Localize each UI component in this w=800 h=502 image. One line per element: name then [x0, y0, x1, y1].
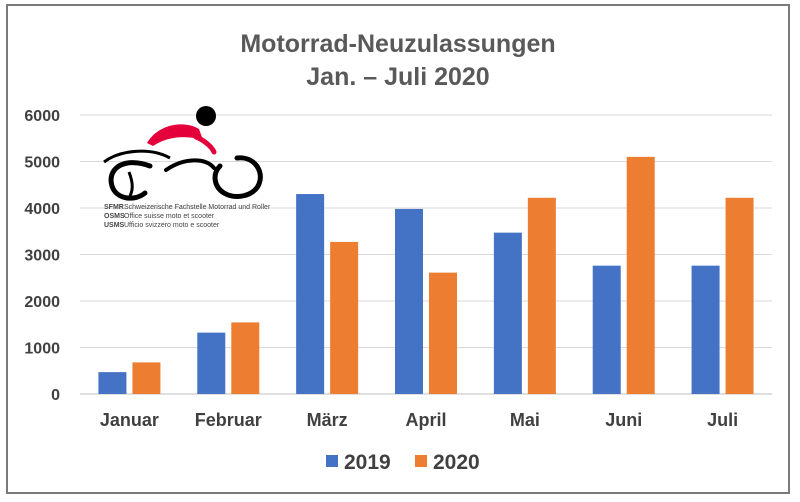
x-tick-label: April [405, 410, 446, 430]
legend-swatch-2020 [415, 455, 427, 467]
x-axis: Januar Februar März April Mai Juni Juli [100, 410, 738, 430]
bar-2019-Juni [592, 265, 621, 394]
chart-title: Motorrad-Neuzulassungen [240, 30, 555, 58]
motorcycle-rider-icon [103, 106, 263, 201]
y-tick-label: 6000 [24, 108, 60, 125]
logo-text-2: Office suisse moto et scooter [124, 213, 215, 220]
logo-text-1: Schweizerische Fachstelle Motorrad und R… [124, 204, 271, 211]
bar-2019-April [395, 208, 423, 394]
logo-text-3: Ufficio svizzero moto e scooter [124, 222, 220, 229]
x-tick-label: Juli [707, 410, 738, 430]
logo-abbr-2: OSMS [104, 213, 125, 220]
x-tick-label: Juni [605, 410, 642, 430]
y-tick-label: 3000 [24, 248, 60, 265]
y-tick-label: 4000 [24, 201, 60, 218]
logo-abbr-3: USMS [104, 222, 125, 229]
chart-subtitle: Jan. – Juli 2020 [306, 63, 489, 91]
bar-2020-Februar [231, 322, 260, 394]
bar-2019-Januar [98, 372, 127, 394]
x-tick-label: Februar [195, 410, 262, 430]
gridlines [80, 114, 772, 395]
bar-2020-April [429, 272, 457, 394]
y-tick-label: 0 [51, 387, 60, 404]
bar-2019-März [296, 194, 325, 394]
logo-abbr-1: SFMR [104, 204, 124, 211]
legend-label-2020: 2020 [433, 451, 480, 474]
y-axis: 0 1000 2000 3000 4000 5000 6000 [24, 108, 60, 404]
x-tick-label: März [307, 410, 348, 430]
y-tick-label: 2000 [24, 294, 60, 311]
y-tick-label: 5000 [24, 155, 60, 172]
bar-2020-Januar [132, 362, 161, 394]
bar-2019-Mai [493, 232, 522, 394]
bar-2019-Februar [197, 332, 226, 394]
x-tick-label: Januar [100, 410, 159, 430]
bar-2020-März [330, 241, 359, 394]
y-tick-label: 1000 [24, 341, 60, 358]
bar-2020-Mai [527, 197, 556, 394]
legend-swatch-2019 [326, 455, 338, 467]
bar-2020-Juli [725, 197, 754, 394]
bar-2019-Juli [691, 265, 720, 394]
bar-2020-Juni [626, 156, 655, 394]
legend: 2019 2020 [326, 451, 480, 474]
legend-label-2019: 2019 [344, 451, 391, 474]
sfmr-logo: SFMR Schweizerische Fachstelle Motorrad … [103, 106, 271, 229]
x-tick-label: Mai [510, 410, 540, 430]
bars [98, 156, 754, 394]
